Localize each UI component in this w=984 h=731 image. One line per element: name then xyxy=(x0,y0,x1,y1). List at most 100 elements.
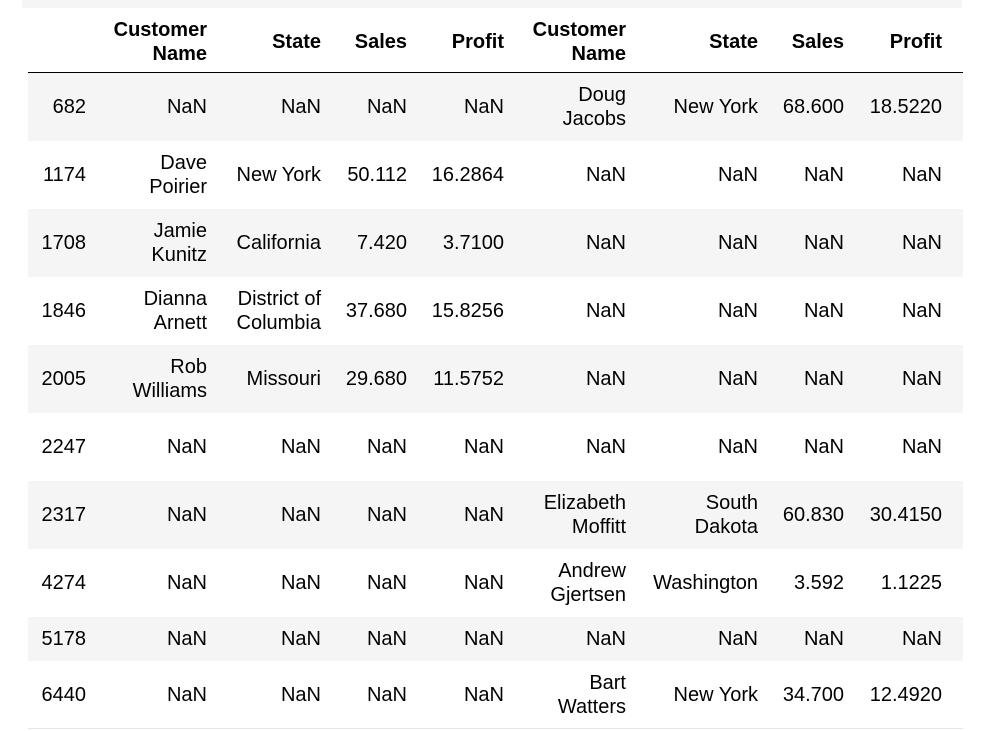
table-cell: NaN xyxy=(779,208,865,277)
table-cell: NaN xyxy=(428,660,525,729)
table-cell: NaN xyxy=(779,616,865,661)
header-row: Customer Name State Sales Profit Custome… xyxy=(28,12,963,73)
table-cell: NaN xyxy=(342,548,428,617)
dataframe-table: Customer Name State Sales Profit Custome… xyxy=(28,12,963,729)
table-cell: NaN xyxy=(107,548,228,617)
table-row: 2317 NaN NaN NaN NaN Elizabeth Moffitt S… xyxy=(28,480,963,549)
table-cell: 37.680 xyxy=(342,276,428,345)
table-cell: NaN xyxy=(525,276,647,345)
table-cell: NaN xyxy=(779,140,865,209)
table-cell: NaN xyxy=(525,344,647,413)
row-index: 2005 xyxy=(28,344,107,413)
table-cell: NaN xyxy=(647,208,779,277)
table-cell: Rob Williams xyxy=(107,344,228,413)
column-header: Sales xyxy=(342,12,428,73)
table-cell: NaN xyxy=(428,616,525,661)
column-header: Customer Name xyxy=(107,12,228,73)
column-header: Profit xyxy=(865,12,963,73)
table-cell: 16.2864 xyxy=(428,140,525,209)
table-cell: NaN xyxy=(228,660,342,729)
table-cell: Doug Jacobs xyxy=(525,72,647,141)
table-cell: NaN xyxy=(107,412,228,481)
table-cell: District of Columbia xyxy=(228,276,342,345)
table-row: 4274 NaN NaN NaN NaN Andrew Gjertsen Was… xyxy=(28,548,963,617)
output-bottom-divider xyxy=(28,728,963,729)
table-cell: New York xyxy=(647,72,779,141)
table-cell: NaN xyxy=(428,480,525,549)
table-cell: NaN xyxy=(342,480,428,549)
table-cell: NaN xyxy=(228,480,342,549)
table-cell: 1.1225 xyxy=(865,548,963,617)
table-cell: Bart Watters xyxy=(525,660,647,729)
table-cell: 3.7100 xyxy=(428,208,525,277)
table-cell: NaN xyxy=(428,72,525,141)
table-cell: NaN xyxy=(342,412,428,481)
table-row: 2247 NaN NaN NaN NaN NaN NaN NaN NaN xyxy=(28,412,963,481)
table-cell: Washington xyxy=(647,548,779,617)
table-cell: NaN xyxy=(779,276,865,345)
table-cell: 68.600 xyxy=(779,72,865,141)
table-cell: California xyxy=(228,208,342,277)
table-row: 6440 NaN NaN NaN NaN Bart Watters New Yo… xyxy=(28,660,963,729)
table-cell: Dianna Arnett xyxy=(107,276,228,345)
table-cell: 60.830 xyxy=(779,480,865,549)
column-header: Sales xyxy=(779,12,865,73)
row-index: 2317 xyxy=(28,480,107,549)
table-cell: New York xyxy=(647,660,779,729)
table-cell: Andrew Gjertsen xyxy=(525,548,647,617)
index-header xyxy=(28,12,107,73)
table-cell: NaN xyxy=(647,276,779,345)
table-cell: NaN xyxy=(865,344,963,413)
table-cell: NaN xyxy=(228,616,342,661)
table-cell: NaN xyxy=(342,616,428,661)
table-cell: NaN xyxy=(228,72,342,141)
table-cell: Jamie Kunitz xyxy=(107,208,228,277)
row-index: 1846 xyxy=(28,276,107,345)
table-cell: NaN xyxy=(647,412,779,481)
table-cell: 30.4150 xyxy=(865,480,963,549)
column-header: Customer Name xyxy=(525,12,647,73)
table-cell: 3.592 xyxy=(779,548,865,617)
table-row: 682 NaN NaN NaN NaN Doug Jacobs New York… xyxy=(28,72,963,141)
table-cell: NaN xyxy=(865,616,963,661)
table-cell: NaN xyxy=(525,616,647,661)
table-cell: NaN xyxy=(865,208,963,277)
table-cell: NaN xyxy=(647,616,779,661)
table-cell: NaN xyxy=(107,616,228,661)
row-index: 1174 xyxy=(28,140,107,209)
dataframe-output: Customer Name State Sales Profit Custome… xyxy=(28,12,963,729)
table-cell: Missouri xyxy=(228,344,342,413)
scrolled-output-edge xyxy=(22,0,962,8)
row-index: 2247 xyxy=(28,412,107,481)
table-cell: NaN xyxy=(865,140,963,209)
table-cell: NaN xyxy=(342,72,428,141)
table-cell: NaN xyxy=(525,208,647,277)
table-row: 2005 Rob Williams Missouri 29.680 11.575… xyxy=(28,344,963,413)
table-cell: NaN xyxy=(865,276,963,345)
table-cell: 15.8256 xyxy=(428,276,525,345)
table-row: 5178 NaN NaN NaN NaN NaN NaN NaN NaN xyxy=(28,616,963,661)
table-cell: Dave Poirier xyxy=(107,140,228,209)
table-cell: NaN xyxy=(228,412,342,481)
table-cell: NaN xyxy=(647,344,779,413)
table-cell: NaN xyxy=(525,140,647,209)
row-index: 4274 xyxy=(28,548,107,617)
row-index: 1708 xyxy=(28,208,107,277)
row-index: 6440 xyxy=(28,660,107,729)
column-header: State xyxy=(647,12,779,73)
table-cell: 11.5752 xyxy=(428,344,525,413)
table-cell: 29.680 xyxy=(342,344,428,413)
row-index: 682 xyxy=(28,72,107,141)
table-cell: NaN xyxy=(428,548,525,617)
table-cell: NaN xyxy=(647,140,779,209)
table-cell: NaN xyxy=(779,412,865,481)
table-cell: 12.4920 xyxy=(865,660,963,729)
table-cell: NaN xyxy=(525,412,647,481)
table-row: 1708 Jamie Kunitz California 7.420 3.710… xyxy=(28,208,963,277)
table-cell: New York xyxy=(228,140,342,209)
table-cell: South Dakota xyxy=(647,480,779,549)
table-cell: 34.700 xyxy=(779,660,865,729)
table-cell: NaN xyxy=(107,72,228,141)
row-index: 5178 xyxy=(28,616,107,661)
table-cell: NaN xyxy=(107,660,228,729)
